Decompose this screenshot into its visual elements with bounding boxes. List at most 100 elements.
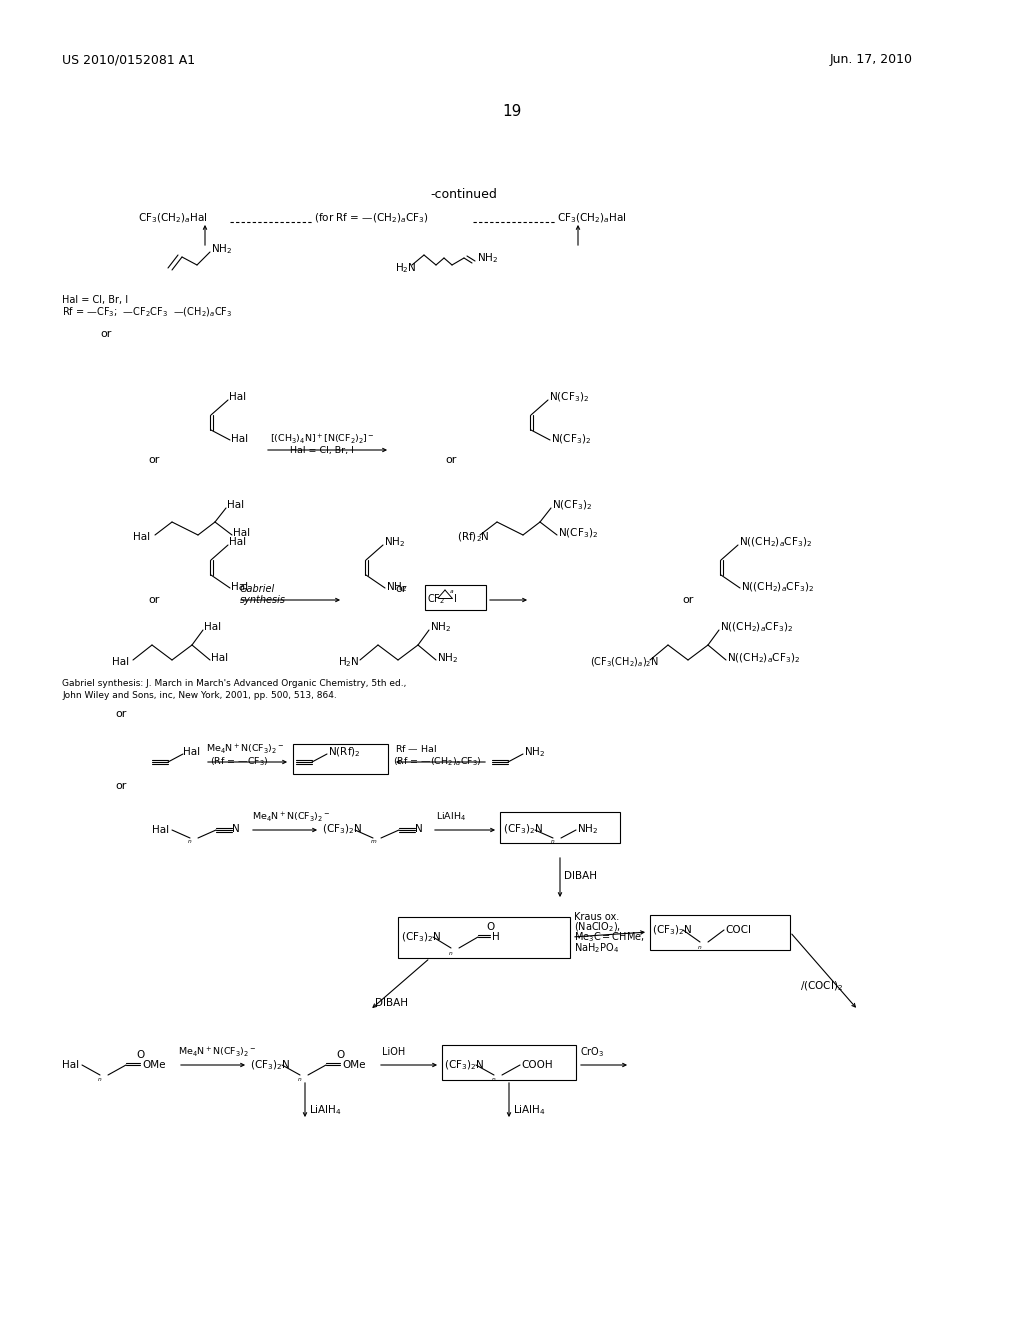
Text: Rf $\mathbf{—}$ Hal: Rf $\mathbf{—}$ Hal bbox=[395, 743, 437, 755]
Text: $_n$: $_n$ bbox=[97, 1076, 102, 1085]
Text: $_n$: $_n$ bbox=[697, 942, 702, 952]
Text: $_m$: $_m$ bbox=[370, 837, 378, 846]
Text: Gabriel: Gabriel bbox=[240, 583, 275, 594]
Text: or: or bbox=[148, 595, 160, 605]
Text: DIBAH: DIBAH bbox=[375, 998, 408, 1008]
Text: N(CF$_3$)$_2$: N(CF$_3$)$_2$ bbox=[551, 432, 591, 446]
Text: or: or bbox=[395, 583, 407, 594]
Text: (for Rf = $\mathbf{—}$(CH$_2$)$_a$CF$_3$): (for Rf = $\mathbf{—}$(CH$_2$)$_a$CF$_3$… bbox=[314, 211, 428, 224]
Text: LiAlH$_4$: LiAlH$_4$ bbox=[513, 1104, 546, 1117]
Text: Me$_4$N$^+$N(CF$_3$)$_2$$^-$: Me$_4$N$^+$N(CF$_3$)$_2$$^-$ bbox=[178, 1045, 256, 1059]
Text: Hal: Hal bbox=[62, 1060, 79, 1071]
Text: or: or bbox=[148, 455, 160, 465]
Text: Kraus ox.: Kraus ox. bbox=[574, 912, 620, 921]
Text: Me$_4$N$^+$N(CF$_3$)$_2$$^-$: Me$_4$N$^+$N(CF$_3$)$_2$$^-$ bbox=[206, 742, 285, 756]
Text: Hal: Hal bbox=[231, 582, 248, 591]
Bar bbox=[650, 915, 790, 950]
Text: DIBAH: DIBAH bbox=[564, 871, 597, 880]
Bar bbox=[500, 812, 620, 843]
Text: (Rf = $\mathbf{—}$CF$_3$): (Rf = $\mathbf{—}$CF$_3$) bbox=[210, 756, 268, 768]
Text: Jun. 17, 2010: Jun. 17, 2010 bbox=[830, 54, 913, 66]
Text: /(COCl)$_2$: /(COCl)$_2$ bbox=[800, 979, 843, 993]
Text: Hal: Hal bbox=[231, 434, 248, 444]
Text: LiAlH$_4$: LiAlH$_4$ bbox=[309, 1104, 342, 1117]
Text: (CF$_3$)$_2$N: (CF$_3$)$_2$N bbox=[322, 822, 362, 836]
Text: or: or bbox=[445, 455, 457, 465]
Text: N((CH$_2$)$_a$CF$_3$)$_2$: N((CH$_2$)$_a$CF$_3$)$_2$ bbox=[739, 535, 812, 549]
Text: N(Rf)$_2$: N(Rf)$_2$ bbox=[328, 746, 360, 759]
Text: N(CF$_3$)$_2$: N(CF$_3$)$_2$ bbox=[558, 527, 598, 540]
Text: N(CF$_3$)$_2$: N(CF$_3$)$_2$ bbox=[549, 391, 589, 404]
Text: Hal: Hal bbox=[229, 392, 246, 403]
Text: N(CF$_3$)$_2$: N(CF$_3$)$_2$ bbox=[552, 498, 592, 512]
Text: Me$_4$N$^+$N(CF$_3$)$_2$$^-$: Me$_4$N$^+$N(CF$_3$)$_2$$^-$ bbox=[252, 810, 330, 824]
Text: NH$_2$: NH$_2$ bbox=[477, 251, 498, 265]
Bar bbox=[425, 585, 486, 610]
Text: (CF$_3$)$_2$N: (CF$_3$)$_2$N bbox=[503, 822, 543, 836]
Text: Hal = Cl, Br, I: Hal = Cl, Br, I bbox=[290, 446, 354, 455]
Text: or: or bbox=[115, 709, 126, 719]
Text: NH$_2$: NH$_2$ bbox=[386, 579, 408, 594]
Text: COOH: COOH bbox=[521, 1060, 553, 1071]
Bar bbox=[293, 744, 388, 774]
Text: Hal: Hal bbox=[229, 537, 246, 546]
Bar bbox=[398, 917, 570, 958]
Text: NH$_2$: NH$_2$ bbox=[384, 535, 406, 549]
Text: Hal: Hal bbox=[133, 532, 151, 543]
Text: COCl: COCl bbox=[725, 925, 751, 935]
Text: N((CH$_2$)$_a$CF$_3$)$_2$: N((CH$_2$)$_a$CF$_3$)$_2$ bbox=[727, 651, 800, 665]
Text: Hal: Hal bbox=[112, 657, 129, 667]
Text: Hal: Hal bbox=[211, 653, 228, 663]
Text: (NaClO$_2$),: (NaClO$_2$), bbox=[574, 920, 621, 933]
Text: Hal: Hal bbox=[233, 528, 250, 539]
Text: O: O bbox=[486, 921, 495, 932]
Text: (CF$_3$)$_2$N: (CF$_3$)$_2$N bbox=[250, 1059, 290, 1072]
Text: Rf = $\mathbf{—}$CF$_3$;  $\mathbf{—}$CF$_2$CF$_3$  $\mathbf{—}$(CH$_2$)$_a$CF$_: Rf = $\mathbf{—}$CF$_3$; $\mathbf{—}$CF$… bbox=[62, 305, 232, 319]
Text: Me$_3$C$=$CHMe,: Me$_3$C$=$CHMe, bbox=[574, 931, 645, 944]
Text: [(CH$_3$)$_4$N]$^+$[N(CF$_2$)$_2$]$^-$: [(CH$_3$)$_4$N]$^+$[N(CF$_2$)$_2$]$^-$ bbox=[270, 432, 375, 446]
Text: US 2010/0152081 A1: US 2010/0152081 A1 bbox=[62, 54, 196, 66]
Text: NH$_2$: NH$_2$ bbox=[524, 744, 545, 759]
Text: Gabriel synthesis: J. March in March's Advanced Organic Chemistry, 5th ed.,: Gabriel synthesis: J. March in March's A… bbox=[62, 680, 407, 689]
Text: -continued: -continued bbox=[430, 189, 497, 202]
Text: CF$_2$: CF$_2$ bbox=[427, 593, 445, 606]
Text: or: or bbox=[100, 329, 112, 339]
Text: or: or bbox=[682, 595, 693, 605]
Text: NH$_2$: NH$_2$ bbox=[577, 822, 598, 836]
Text: (CF$_3$(CH$_2$)$_a$)$_2$N: (CF$_3$(CH$_2$)$_a$)$_2$N bbox=[590, 655, 659, 669]
Text: LiOH: LiOH bbox=[382, 1047, 406, 1057]
Text: Hal = Cl, Br, I: Hal = Cl, Br, I bbox=[62, 294, 128, 305]
Text: H$_2$N: H$_2$N bbox=[395, 261, 417, 275]
Text: O: O bbox=[336, 1049, 344, 1060]
Text: $_n$: $_n$ bbox=[449, 949, 454, 957]
Text: H$_2$N: H$_2$N bbox=[338, 655, 359, 669]
Text: N: N bbox=[415, 824, 423, 834]
Text: LiAlH$_4$: LiAlH$_4$ bbox=[436, 810, 466, 824]
Text: 19: 19 bbox=[503, 104, 521, 120]
Text: or: or bbox=[115, 781, 126, 791]
Text: Hal: Hal bbox=[183, 747, 200, 756]
Text: CrO$_3$: CrO$_3$ bbox=[580, 1045, 604, 1059]
Text: O: O bbox=[136, 1049, 144, 1060]
Text: $_a$: $_a$ bbox=[449, 587, 455, 597]
Text: (CF$_3$)$_2$N: (CF$_3$)$_2$N bbox=[401, 931, 441, 944]
Text: N: N bbox=[232, 824, 240, 834]
Text: (CF$_3$)$_2$N: (CF$_3$)$_2$N bbox=[652, 923, 692, 937]
Text: OMe: OMe bbox=[142, 1060, 166, 1071]
Text: (Rf)$_2$N: (Rf)$_2$N bbox=[457, 531, 489, 544]
Text: NH$_2$: NH$_2$ bbox=[437, 651, 458, 665]
Text: $_n$: $_n$ bbox=[297, 1076, 302, 1085]
Text: N((CH$_2$)$_a$CF$_3$)$_2$: N((CH$_2$)$_a$CF$_3$)$_2$ bbox=[720, 620, 793, 634]
Text: N((CH$_2$)$_a$CF$_3$)$_2$: N((CH$_2$)$_a$CF$_3$)$_2$ bbox=[741, 581, 814, 594]
Text: $_n$: $_n$ bbox=[550, 837, 555, 846]
Text: CF$_3$(CH$_2$)$_a$Hal: CF$_3$(CH$_2$)$_a$Hal bbox=[138, 211, 208, 224]
Text: H: H bbox=[492, 932, 500, 942]
Text: NaH$_2$PO$_4$: NaH$_2$PO$_4$ bbox=[574, 941, 618, 954]
Text: NH$_2$: NH$_2$ bbox=[430, 620, 452, 634]
Text: synthesis: synthesis bbox=[240, 595, 286, 605]
Text: Hal: Hal bbox=[152, 825, 169, 836]
Text: OMe: OMe bbox=[342, 1060, 366, 1071]
Text: $_n$: $_n$ bbox=[490, 1076, 497, 1085]
Bar bbox=[442, 1045, 575, 1080]
Text: Hal: Hal bbox=[227, 500, 244, 510]
